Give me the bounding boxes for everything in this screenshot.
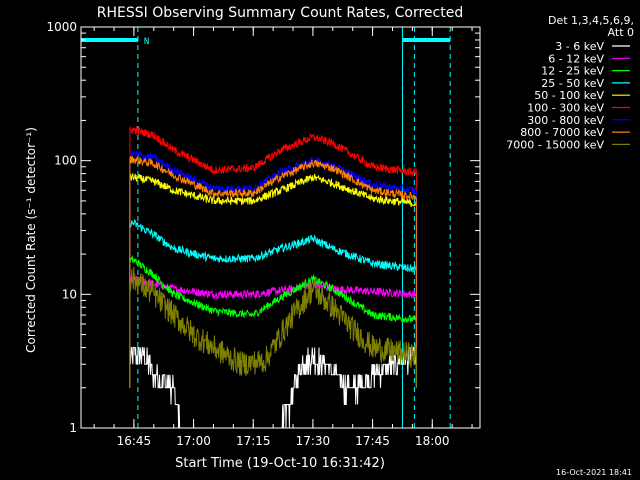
y-tick-label: 1 — [69, 421, 77, 435]
x-axis-label: Start Time (19-Oct-10 16:31:42) — [175, 456, 385, 471]
y-tick-label: 1000 — [46, 20, 77, 34]
legend-entry-label: 25 - 50 keV — [541, 77, 604, 90]
chart-title: RHESSI Observing Summary Count Rates, Co… — [97, 5, 463, 21]
x-tick-label: 16:45 — [117, 434, 152, 448]
legend-header: Att 0 — [608, 26, 634, 39]
series-line-1 — [129, 275, 417, 388]
x-tick-label: 17:00 — [176, 434, 211, 448]
legend-entry-label: 3 - 6 keV — [555, 40, 604, 53]
x-tick-label: 18:00 — [415, 434, 450, 448]
series-line-2 — [129, 254, 417, 388]
x-tick-label: 17:30 — [296, 434, 331, 448]
legend-entry-label: 300 - 800 keV — [527, 114, 604, 127]
legend-entry-label: 12 - 25 keV — [541, 65, 604, 78]
legend-entry-label: 50 - 100 keV — [534, 89, 604, 102]
y-tick-label: 10 — [62, 287, 77, 301]
y-tick-label: 100 — [54, 154, 77, 168]
x-tick-label: 17:45 — [355, 434, 390, 448]
series-line-5 — [129, 125, 417, 388]
legend-entry-label: 7000 - 15000 keV — [506, 138, 604, 151]
series-line-7 — [129, 155, 417, 388]
plot-area: N — [80, 27, 451, 429]
legend-entry-label: 800 - 7000 keV — [520, 126, 604, 139]
y-axis-label: Corrected Count Rate (s⁻¹ detector⁻¹) — [24, 127, 38, 353]
footer-timestamp: 16-Oct-2021 18:41 — [556, 468, 632, 477]
legend-entry-label: 6 - 12 keV — [548, 52, 604, 65]
legend-header: Det 1,3,4,5,6,9, — [548, 14, 634, 27]
series-line-4 — [129, 172, 417, 388]
series-line-6 — [129, 149, 417, 388]
series-line-3 — [129, 219, 417, 388]
night-label: N — [144, 37, 149, 47]
series-line-8 — [129, 266, 417, 388]
plot-frame — [80, 26, 481, 429]
x-tick-label: 17:15 — [236, 434, 271, 448]
axes: 1 10 100 1000 16:45 17:00 17:15 17:30 17:45 18:00 — [46, 20, 481, 448]
legend-entry-label: 100 - 300 keV — [527, 102, 604, 115]
